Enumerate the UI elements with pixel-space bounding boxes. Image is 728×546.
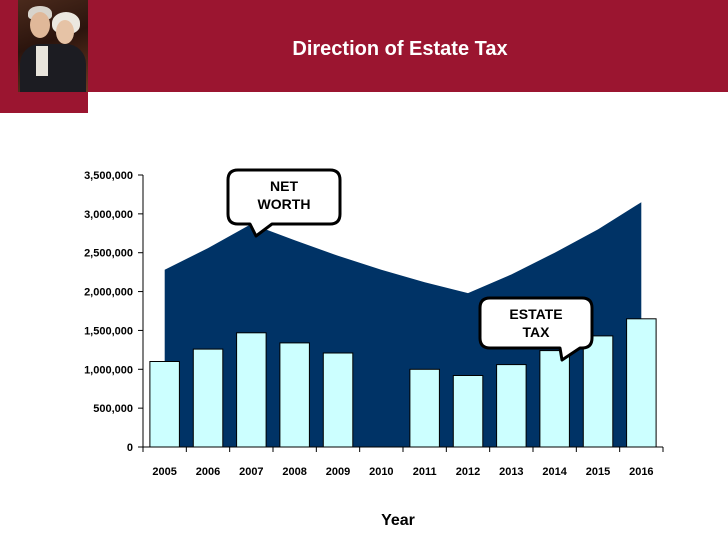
x-tick-label-2011: 2011 [413, 466, 437, 478]
x-tick-label-2015: 2015 [586, 466, 610, 478]
x-tick-label-2016: 2016 [629, 466, 653, 478]
x-tick-label-2009: 2009 [326, 466, 350, 478]
header-banner [0, 0, 728, 92]
estate-tax-bar-2012 [452, 375, 484, 448]
estate-tax-callout-text: TAX [523, 324, 551, 340]
x-tick-label-2005: 2005 [152, 466, 176, 478]
y-tick-label: 1,000,000 [84, 364, 133, 376]
estate-tax-callout: ESTATE TAX [478, 296, 594, 362]
photo-tab [0, 0, 88, 113]
estate-tax-bar-2005 [149, 361, 180, 448]
x-axis-title: Year [381, 512, 415, 529]
x-tick-label-2014: 2014 [542, 466, 567, 478]
net-worth-callout-text: NET [270, 178, 298, 194]
x-tick-label-2006: 2006 [196, 466, 220, 478]
net-worth-callout-bubble [226, 168, 342, 238]
x-tick-label-2007: 2007 [239, 466, 263, 478]
net-worth-callout-text: WORTH [258, 196, 311, 212]
estate-tax-callout-text: ESTATE [509, 306, 562, 322]
estate-tax-bar-2015 [582, 335, 614, 448]
x-tick-label-2013: 2013 [499, 466, 523, 478]
estate-tax-callout-bubble [478, 296, 594, 362]
couple-photo [18, 0, 88, 92]
y-tick-label: 2,000,000 [84, 287, 133, 299]
y-tick-label: 3,000,000 [84, 209, 133, 221]
x-tick-label-2008: 2008 [282, 466, 306, 478]
estate-tax-bar-2011 [409, 368, 440, 448]
y-tick-label: 500,000 [93, 403, 133, 415]
y-tick-label: 3,500,000 [84, 170, 133, 182]
estate-tax-bar-2016 [626, 318, 657, 448]
estate-tax-bar-2006 [192, 348, 224, 448]
estate-tax-bar-2014 [539, 350, 570, 448]
slide-title: Direction of Estate Tax [292, 38, 508, 60]
estate-tax-bar-2013 [496, 364, 527, 448]
net-worth-callout: NET WORTH [226, 168, 342, 238]
y-tick-label: 2,500,000 [84, 248, 133, 260]
y-tick-label: 0 [127, 442, 133, 454]
y-tick-label: 1,500,000 [84, 325, 133, 337]
x-tick-label-2010: 2010 [369, 466, 393, 478]
x-tick-label-2012: 2012 [456, 466, 480, 478]
estate-tax-bar-2008 [279, 342, 310, 448]
estate-tax-bar-2007 [236, 332, 267, 448]
estate-tax-bar-2009 [322, 352, 354, 448]
